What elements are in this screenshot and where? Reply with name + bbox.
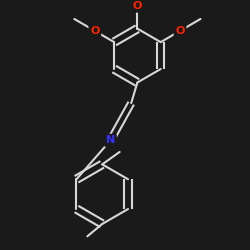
Text: N: N xyxy=(106,135,115,145)
Text: O: O xyxy=(175,26,185,36)
Text: O: O xyxy=(90,26,100,36)
Text: O: O xyxy=(133,1,142,11)
